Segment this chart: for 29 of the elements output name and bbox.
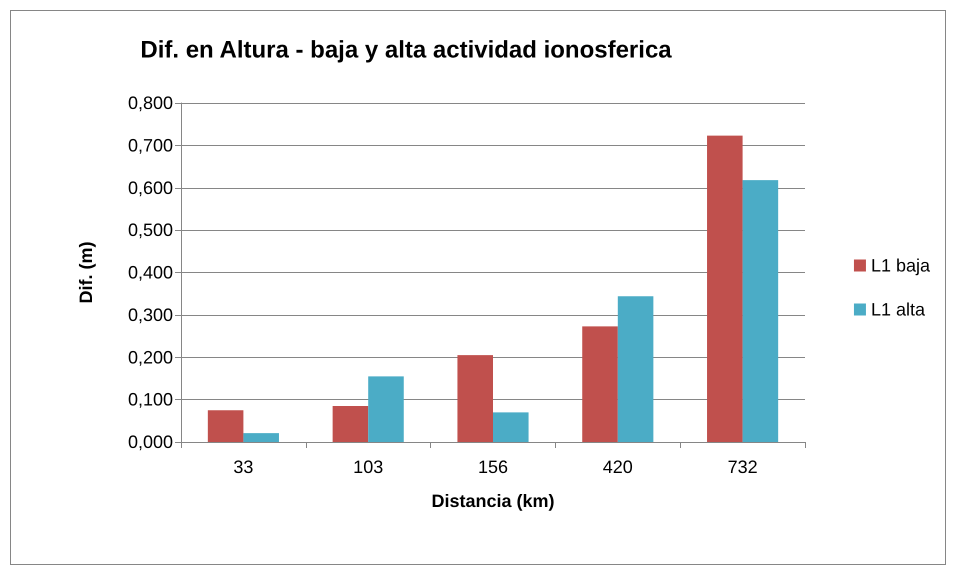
x-tick-label: 33 (233, 457, 254, 477)
y-tick-label: 0,800 (128, 93, 173, 113)
bar (243, 433, 279, 442)
legend-label: L1 baja (870, 256, 931, 276)
chart-title: Dif. en Altura - baja y alta actividad ionosferica (140, 36, 672, 64)
y-axis-title: Dif. (m) (76, 242, 96, 304)
y-tick-label: 0,100 (128, 390, 173, 410)
y-tick-label: 0,400 (128, 262, 173, 282)
bar (618, 296, 654, 442)
y-tick-label: 0,700 (128, 135, 173, 156)
x-tick-label: 156 (478, 457, 508, 477)
bar (493, 412, 529, 442)
y-tick-label: 0,300 (128, 304, 173, 325)
y-tick-label: 0,600 (128, 178, 173, 198)
x-axis-title: Distancia (km) (431, 491, 555, 511)
bar (742, 180, 778, 442)
bar (707, 136, 743, 442)
legend-label: L1 alta (870, 300, 926, 320)
bar (332, 406, 368, 442)
y-tick-label: 0,500 (128, 220, 173, 240)
x-tick-label: 103 (353, 457, 384, 477)
x-tick-label: 732 (728, 457, 758, 477)
y-tick-label: 0,000 (128, 432, 173, 452)
bar (582, 326, 618, 442)
y-tick-label: 0,200 (128, 347, 173, 368)
bar (457, 355, 493, 442)
bar (368, 376, 404, 442)
bar (208, 410, 244, 442)
x-tick-label: 420 (602, 457, 633, 477)
